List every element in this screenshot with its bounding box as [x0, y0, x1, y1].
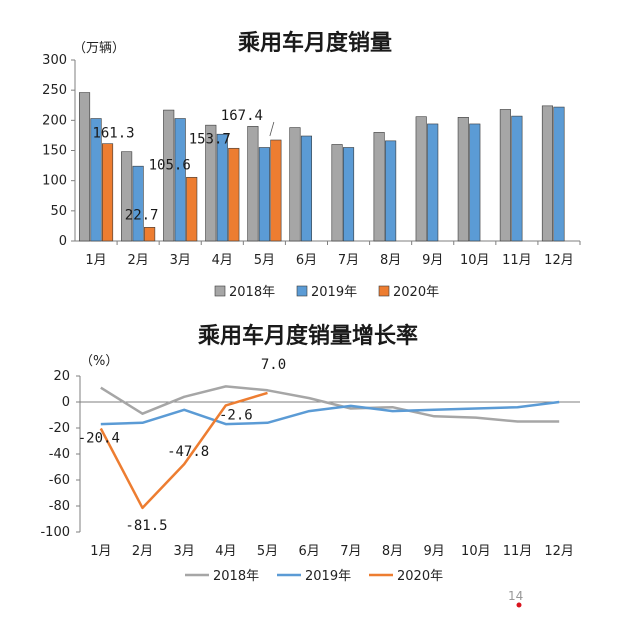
line-x-tick-label: 2月	[132, 544, 153, 559]
line-y-tick-label: -20	[49, 421, 70, 436]
bar-x-tick-label: 5月	[254, 253, 275, 268]
bar-x-tick-label: 8月	[380, 253, 401, 268]
line-x-tick-label: 12月	[544, 544, 574, 559]
bar-2018年-11月	[499, 109, 511, 242]
line-x-tick-label: 8月	[382, 544, 403, 559]
page-number: 14	[508, 589, 523, 603]
line-y-tick-label: -40	[49, 447, 70, 462]
bar-2019年-8月	[385, 140, 397, 242]
bar-2019年-1月	[90, 118, 102, 242]
bar-data-label-leader	[269, 121, 275, 137]
bar-2018年-12月	[541, 105, 554, 242]
bar-chart-plot: 0 50 100 150 200 250 300 1月 2月 3月 4月 5月 6月 7月 8月 9月 10月 1…	[42, 53, 581, 300]
bar-x-tick-label: 3月	[170, 253, 191, 268]
line-x-tick-label: 3月	[174, 544, 195, 559]
bar-2019年-7月	[342, 147, 355, 242]
bar-data-label-2020: 22.7	[125, 207, 159, 223]
bar-2018年-2月	[121, 151, 133, 242]
bar-2018年-3月	[163, 109, 175, 242]
line-series-2020年	[99, 391, 268, 510]
bar-2018年-7月	[331, 144, 343, 242]
bar-2020年-1月	[101, 143, 114, 242]
line-x-tick-label: 4月	[215, 544, 236, 559]
bar-2019年-2月	[132, 165, 144, 242]
bar-2019年-10月	[469, 123, 481, 242]
bar-data-label-2020: 153.7	[189, 131, 231, 147]
bar-x-tick-label: 10月	[460, 253, 490, 268]
red-dot-marker	[516, 602, 522, 608]
bar-2019年-6月	[300, 135, 313, 242]
bar-x-tick-label: 11月	[502, 253, 532, 268]
bar-2018年-10月	[457, 117, 469, 242]
bar-2018年-1月	[78, 92, 91, 242]
bar-y-tick-label: 200	[42, 113, 67, 128]
bar-2019年-5月	[258, 147, 270, 242]
bar-2019年-3月	[174, 118, 186, 242]
bar-2020年-2月	[144, 227, 156, 242]
line-data-label-2020: 7.0	[261, 357, 286, 373]
bar-data-label-2020: 105.6	[149, 157, 191, 173]
bar-2018年-6月	[289, 127, 301, 242]
line-x-tick-label: 1月	[90, 544, 111, 559]
line-data-label-2020: -20.4	[78, 431, 120, 447]
bar-x-tick-label: 7月	[338, 253, 359, 268]
bar-chart-title: 乘用车月度销量	[237, 30, 392, 56]
line-series-2019年	[100, 400, 560, 426]
line-y-tick-label: -100	[40, 525, 70, 540]
line-x-tick-label: 9月	[424, 544, 445, 559]
bar-2019年-11月	[511, 115, 523, 242]
bar-2018年-8月	[373, 132, 385, 242]
bar-y-tick-label: 100	[42, 174, 67, 189]
bar-2018年-4月	[205, 124, 217, 242]
bar-x-tick-label: 2月	[127, 253, 148, 268]
line-y-tick-label: -60	[49, 473, 70, 488]
bar-x-tick-label: 1月	[85, 253, 106, 268]
bar-chart-y-unit: （万辆）	[73, 41, 125, 56]
line-chart-y-unit: （%）	[80, 354, 118, 369]
line-x-tick-label: 7月	[340, 544, 361, 559]
line-x-tick-label: 11月	[503, 544, 533, 559]
bar-2020年-3月	[186, 176, 198, 242]
bar-data-label-2020: 161.3	[92, 126, 134, 142]
line-chart-title: 乘用车月度销量增长率	[197, 323, 418, 349]
bar-2020年-4月	[228, 147, 240, 242]
bar-2019年-9月	[427, 123, 439, 242]
bar-legend-swatch	[378, 285, 390, 297]
bar-2020年-5月	[270, 139, 282, 242]
line-x-tick-label: 6月	[299, 544, 320, 559]
line-legend-label: 2019年	[305, 569, 351, 584]
bar-2018年-9月	[415, 116, 427, 242]
bar-y-tick-label: 300	[42, 53, 67, 68]
bar-x-tick-label: 9月	[422, 253, 443, 268]
bar-y-tick-label: 150	[42, 144, 67, 159]
bar-legend-label: 2020年	[393, 285, 439, 300]
line-y-tick-label: 0	[62, 395, 70, 410]
bar-legend-label: 2018年	[229, 285, 275, 300]
bar-x-tick-label: 4月	[212, 253, 233, 268]
line-chart-plot: 20 0 -20 -40 -60 -80 -100 1月 2月 3月 4月 5月 6月 7月 8月 9月 10月…	[40, 357, 580, 584]
bar-2019年-12月	[553, 106, 565, 242]
bar-2018年-5月	[247, 126, 259, 242]
line-data-label-2020: -2.6	[219, 407, 253, 423]
line-y-tick-label: 20	[53, 369, 70, 384]
line-legend-label: 2018年	[213, 569, 259, 584]
bar-legend-label: 2019年	[311, 285, 357, 300]
line-data-label-2020: -81.5	[125, 518, 167, 534]
bar-legend-swatch	[296, 285, 308, 297]
line-x-tick-label: 5月	[257, 544, 278, 559]
line-y-tick-label: -80	[49, 499, 70, 514]
bar-2019年-4月	[216, 133, 228, 242]
line-series-2018年	[100, 385, 560, 423]
line-legend-label: 2020年	[397, 569, 443, 584]
line-data-label-2020: -47.8	[167, 444, 209, 460]
bar-y-tick-label: 250	[42, 83, 67, 98]
bar-legend-swatch	[214, 285, 226, 297]
bar-data-label-2020: 167.4	[221, 108, 263, 124]
bar-x-tick-label: 6月	[296, 253, 317, 268]
bar-x-tick-label: 12月	[544, 253, 574, 268]
bar-y-tick-label: 0	[59, 234, 67, 249]
line-x-tick-label: 10月	[461, 544, 491, 559]
bar-y-tick-label: 50	[50, 204, 67, 219]
